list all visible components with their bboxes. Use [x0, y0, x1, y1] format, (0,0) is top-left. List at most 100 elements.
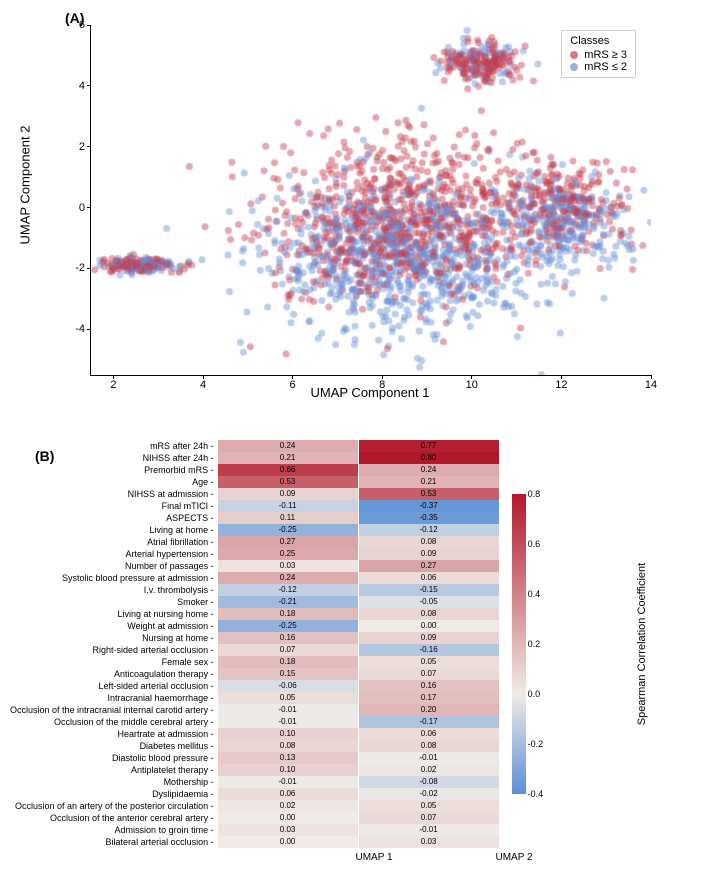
heatmap-row-label: Diastolic blood pressure -: [10, 752, 214, 764]
heatmap-cell: 0.10: [218, 728, 359, 740]
heatmap-row-label: Female sex -: [10, 656, 214, 668]
panel-a-scatter: (A) Classes mRS ≥ 3mRS ≤ 2 -4-2024624681…: [10, 10, 699, 430]
heatmap-cell: 0.06: [359, 572, 500, 584]
heatmap-cell: 0.17: [359, 692, 500, 704]
heatmap-row-label: Anticoagulation therapy -: [10, 668, 214, 680]
heatmap-row: 0.020.05: [218, 800, 500, 812]
heatmap-row: 0.030.27: [218, 560, 500, 572]
heatmap-cell: 0.08: [359, 536, 500, 548]
heatmap-cell: 0.08: [359, 608, 500, 620]
heatmap-cell: 0.16: [359, 680, 500, 692]
heatmap-cell: -0.17: [359, 716, 500, 728]
legend-marker-icon: [570, 51, 578, 59]
heatmap-cell: -0.11: [218, 500, 359, 512]
heatmap-row-label: Antiplatelet therapy -: [10, 764, 214, 776]
legend-item: mRS ≥ 3: [570, 49, 627, 61]
heatmap-row-label: Atrial fibrillation -: [10, 536, 214, 548]
heatmap-cell: -0.01: [359, 752, 500, 764]
heatmap-cell: 0.07: [218, 644, 359, 656]
heatmap-cell: 0.08: [359, 740, 500, 752]
colorbar-wrap: -0.4-0.20.00.20.40.60.8 Spearman Correla…: [512, 440, 709, 848]
heatmap-row-label: NIHSS at admission -: [10, 488, 214, 500]
x-axis-label: UMAP Component 1: [311, 385, 430, 400]
colorbar-tick: 0.6: [528, 539, 541, 549]
heatmap-cell: 0.07: [359, 668, 500, 680]
heatmap-cell: -0.25: [218, 524, 359, 536]
heatmap-row: -0.250.00: [218, 620, 500, 632]
scatter-plot-area: Classes mRS ≥ 3mRS ≤ 2 -4-20246246810121…: [90, 25, 651, 376]
heatmap-cell: 0.13: [218, 752, 359, 764]
heatmap-row-label: Mothership -: [10, 776, 214, 788]
heatmap-cell: 0.03: [359, 836, 500, 848]
heatmap-row-label: Occlusion of an artery of the posterior …: [10, 800, 214, 812]
heatmap-row-label: Intracranial haemorrhage -: [10, 692, 214, 704]
colorbar-tick: -0.2: [528, 739, 544, 749]
y-axis-label: UMAP Component 2: [18, 126, 33, 245]
heatmap-row: 0.03-0.01: [218, 824, 500, 836]
panel-b-label: (B): [35, 448, 54, 464]
heatmap-row: -0.060.16: [218, 680, 500, 692]
heatmap-row: 0.530.21: [218, 476, 500, 488]
heatmap-row-label: Premorbid mRS -: [10, 464, 214, 476]
heatmap-row-label: Nursing at home -: [10, 632, 214, 644]
heatmap-row: 0.180.05: [218, 656, 500, 668]
heatmap-cell: 0.02: [218, 800, 359, 812]
heatmap-row: -0.25-0.12: [218, 524, 500, 536]
heatmap-row: 0.270.08: [218, 536, 500, 548]
heatmap-row: 0.050.17: [218, 692, 500, 704]
heatmap-row-label: Smoker -: [10, 596, 214, 608]
heatmap-cell: 0.20: [359, 704, 500, 716]
heatmap-row: 0.180.08: [218, 608, 500, 620]
legend-box: Classes mRS ≥ 3mRS ≤ 2: [561, 30, 636, 78]
heatmap-row: 0.06-0.02: [218, 788, 500, 800]
heatmap-cell: 0.09: [218, 488, 359, 500]
col-label-1: UMAP 1: [304, 852, 444, 863]
heatmap-cell: 0.53: [218, 476, 359, 488]
legend-marker-icon: [570, 63, 578, 71]
colorbar-tick: 0.4: [528, 589, 541, 599]
heatmap-cell: -0.06: [218, 680, 359, 692]
heatmap-row: -0.11-0.37: [218, 500, 500, 512]
heatmap-row-label: Bilateral arterial occlusion -: [10, 836, 214, 848]
heatmap-cell: 0.80: [359, 452, 500, 464]
heatmap-cell: -0.01: [218, 704, 359, 716]
heatmap-row-label: Right-sided arterial occlusion -: [10, 644, 214, 656]
heatmap-cell: -0.16: [359, 644, 500, 656]
colorbar-label: Spearman Correlation Coefficient: [636, 563, 648, 725]
heatmap-row-label: Arterial hypertension -: [10, 548, 214, 560]
heatmap-row: 0.07-0.16: [218, 644, 500, 656]
heatmap-cell: -0.12: [359, 524, 500, 536]
heatmap-cell: 0.09: [359, 632, 500, 644]
heatmap-cell: 0.06: [359, 728, 500, 740]
heatmap-cell: 0.27: [218, 536, 359, 548]
heatmap-cell: 0.00: [359, 620, 500, 632]
heatmap-row-labels: mRS after 24h -NIHSS after 24h -Premorbi…: [10, 440, 218, 848]
heatmap-cell: -0.01: [218, 716, 359, 728]
heatmap-cell: 0.06: [218, 788, 359, 800]
heatmap-cell: 0.08: [218, 740, 359, 752]
legend-item: mRS ≤ 2: [570, 61, 627, 73]
heatmap-row: 0.100.02: [218, 764, 500, 776]
heatmap-cell: 0.24: [218, 440, 359, 452]
heatmap-row-label: Left-sided arterial occlusion -: [10, 680, 214, 692]
heatmap-row: 0.000.03: [218, 836, 500, 848]
legend-title: Classes: [570, 35, 627, 47]
legend-label: mRS ≤ 2: [584, 61, 627, 73]
heatmap-cell: 0.18: [218, 656, 359, 668]
heatmap-cell: 0.24: [359, 464, 500, 476]
heatmap-row: -0.01-0.08: [218, 776, 500, 788]
heatmap-row: 0.000.07: [218, 812, 500, 824]
heatmap-cell: -0.12: [218, 584, 359, 596]
col-label-2: UMAP 2: [444, 852, 584, 863]
heatmap-cell: 0.77: [359, 440, 500, 452]
heatmap-col-labels: UMAP 1 UMAP 2: [304, 852, 699, 863]
heatmap-cell: 0.07: [359, 812, 500, 824]
heatmap-cell: -0.25: [218, 620, 359, 632]
heatmap-row: -0.21-0.05: [218, 596, 500, 608]
heatmap-cell: 0.27: [359, 560, 500, 572]
legend-label: mRS ≥ 3: [584, 49, 627, 61]
heatmap-row: 0.150.07: [218, 668, 500, 680]
heatmap-row: -0.12-0.15: [218, 584, 500, 596]
heatmap-cell: 0.53: [359, 488, 500, 500]
heatmap-row-label: Weight at admission -: [10, 620, 214, 632]
